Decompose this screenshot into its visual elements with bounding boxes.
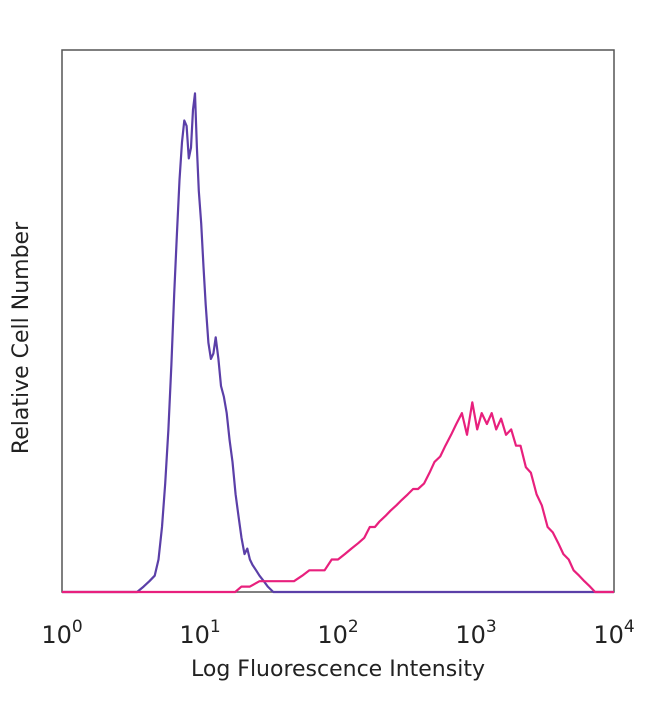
plot-frame bbox=[61, 49, 615, 593]
x-tick-labels: 100 101 102 103 104 bbox=[41, 617, 634, 649]
x-tick-label: 104 bbox=[593, 617, 634, 649]
histogram-series-1 bbox=[62, 92, 614, 594]
x-tick-label: 102 bbox=[317, 617, 358, 649]
x-tick-label: 101 bbox=[179, 617, 220, 649]
y-axis-title: Relative Cell Number bbox=[9, 221, 34, 454]
x-axis-title: Log Fluorescence Intensity bbox=[191, 657, 485, 682]
x-tick-label: 100 bbox=[41, 617, 82, 649]
x-tick-label: 103 bbox=[455, 617, 496, 649]
series-layer bbox=[62, 92, 614, 594]
histogram-series-2 bbox=[62, 401, 614, 594]
